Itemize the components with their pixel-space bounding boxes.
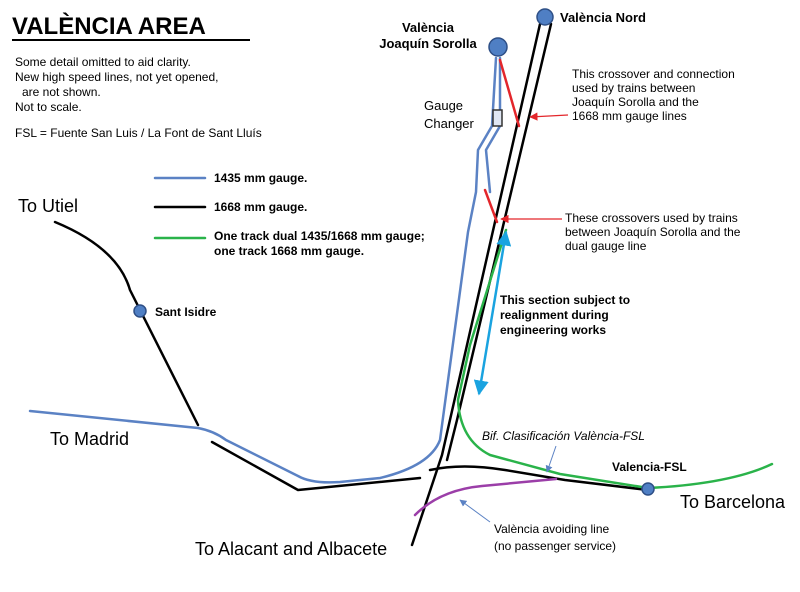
annotation: between Joaquín Sorolla and the	[565, 225, 741, 239]
track-1668	[428, 465, 650, 492]
annotation: This crossover and connection	[572, 67, 735, 81]
track-1668	[410, 22, 542, 547]
legend-label: 1668 mm gauge.	[214, 200, 307, 214]
label: Gauge	[424, 98, 463, 113]
track-1668	[445, 22, 553, 462]
annotation: This section subject to	[500, 293, 630, 307]
note: are not shown.	[22, 85, 101, 99]
annotation: Joaquín Sorolla and the	[572, 95, 699, 109]
legend-label: One track dual 1435/1668 mm gauge;	[214, 229, 425, 243]
realignment-arrow	[473, 230, 512, 396]
crossover	[483, 188, 499, 224]
station	[133, 304, 147, 318]
track-dual	[456, 228, 774, 490]
annotation: These crossovers used by trains	[565, 211, 738, 225]
annotation: engineering works	[500, 323, 606, 337]
station	[488, 37, 508, 57]
annotation: 1668 mm gauge lines	[572, 109, 687, 123]
note: Not to scale.	[15, 100, 82, 114]
pointer	[545, 445, 557, 473]
note: FSL = Fuente San Luis / La Font de Sant …	[15, 126, 262, 140]
legend-label: 1435 mm gauge.	[214, 171, 307, 185]
destination: To Barcelona	[680, 492, 786, 512]
destination: To Madrid	[50, 429, 129, 449]
destination: To Utiel	[18, 196, 78, 216]
note: Some detail omitted to aid clarity.	[15, 55, 191, 69]
legend-label: one track 1668 mm gauge.	[214, 244, 364, 258]
annotation: València avoiding line	[494, 522, 610, 536]
note: New high speed lines, not yet opened,	[15, 70, 218, 84]
station-label: València Nord	[560, 10, 646, 25]
station-label: Joaquín Sorolla	[379, 36, 477, 51]
track-1668	[53, 220, 200, 427]
annotation: dual gauge line	[565, 239, 647, 253]
track-1435	[28, 56, 498, 484]
label: Changer	[424, 116, 475, 131]
track-avoiding	[413, 477, 558, 517]
annotation: (no passenger service)	[494, 539, 616, 553]
annotation: realignment during	[500, 308, 609, 322]
track-1668	[210, 440, 422, 492]
track-1435	[484, 124, 502, 194]
station-label: València	[402, 20, 455, 35]
station-label: Sant Isidre	[155, 305, 217, 319]
title: VALÈNCIA AREA	[12, 12, 206, 40]
annotation: used by trains between	[572, 81, 695, 95]
pointer	[459, 499, 491, 523]
junction-label: Bif. Clasificación València-FSL	[482, 429, 645, 443]
destination: To Alacant and Albacete	[195, 539, 387, 559]
station	[641, 482, 655, 496]
pointer	[529, 112, 569, 121]
station	[536, 8, 554, 26]
station-label: Valencia-FSL	[612, 460, 687, 474]
crossover	[498, 58, 521, 128]
gauge-changer	[492, 109, 503, 127]
